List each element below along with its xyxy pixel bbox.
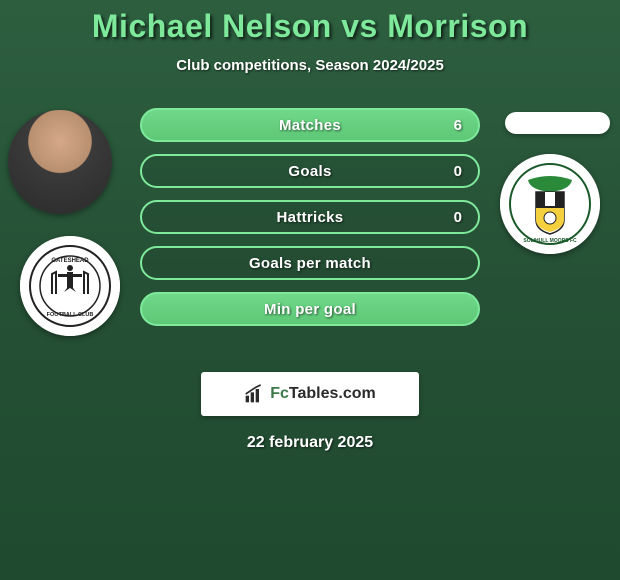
stat-bar-matches: Matches 6 [140,108,480,142]
stat-bars: Matches 6 Goals 0 Hattricks 0 Goals per … [140,104,480,326]
stat-bar-goals: Goals 0 [140,154,480,188]
branding-box[interactable]: FcTables.com [201,372,419,416]
branding-prefix: Fc [270,385,289,402]
branding-suffix: Tables.com [289,385,376,402]
stat-value: 0 [454,163,462,180]
subtitle: Club competitions, Season 2024/2025 [0,57,620,74]
svg-text:GATESHEAD: GATESHEAD [51,258,89,264]
branding-text: FcTables.com [270,385,376,403]
stat-value: 0 [454,209,462,226]
svg-text:FOOTBALL CLUB: FOOTBALL CLUB [47,312,94,318]
stat-bar-goals-per-match: Goals per match [140,246,480,280]
player-left-avatar [8,110,112,214]
solihull-badge-icon: SOLIHULL MOORS FC [500,154,600,254]
avatar-image-left [8,110,112,214]
chart-icon [244,384,264,404]
svg-text:SOLIHULL MOORS FC: SOLIHULL MOORS FC [523,238,577,244]
comparison-card: Michael Nelson vs Morrison Club competit… [0,0,620,452]
stat-label: Goals [288,163,331,180]
page-title: Michael Nelson vs Morrison [0,8,620,45]
club-badge-right: SOLIHULL MOORS FC [500,154,600,254]
gateshead-badge-icon: GATESHEAD FOOTBALL CLUB [20,236,120,336]
stat-label: Hattricks [277,209,344,226]
date-text: 22 february 2025 [0,434,620,452]
stat-bar-min-per-goal: Min per goal [140,292,480,326]
stat-label: Goals per match [249,255,371,272]
stat-label: Matches [279,117,341,134]
stats-area: GATESHEAD FOOTBALL CLUB SOLIHULL [0,104,620,364]
stat-value: 6 [454,117,462,134]
club-badge-left: GATESHEAD FOOTBALL CLUB [20,236,120,336]
player-right-pill [505,112,610,134]
stat-bar-hattricks: Hattricks 0 [140,200,480,234]
stat-label: Min per goal [264,301,356,318]
